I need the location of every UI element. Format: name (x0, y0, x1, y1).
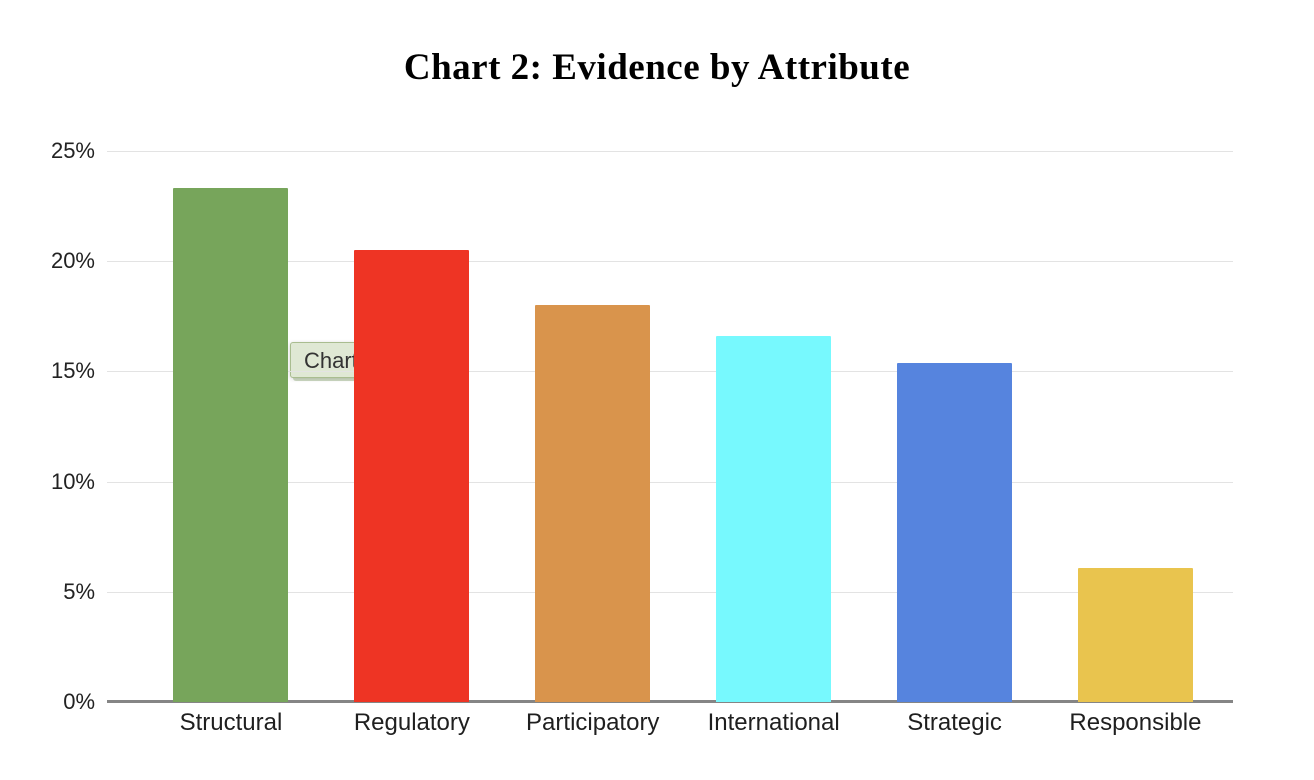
bar-strategic[interactable] (897, 362, 1013, 702)
x-label-responsible: Responsible (1069, 709, 1202, 736)
y-tick-0: 0% (63, 689, 95, 714)
gridline-20pct (107, 261, 1233, 263)
chart-title: Chart 2: Evidence by Attribute (403, 47, 911, 88)
plot-area[interactable]: Chart (107, 151, 1233, 703)
y-tick-15: 15% (50, 358, 95, 384)
gridline-15pct (107, 371, 1233, 373)
y-tick-20: 20% (50, 248, 95, 274)
bar-structural[interactable] (173, 188, 289, 702)
chart-hover-tooltip-label: Chart (304, 348, 358, 373)
x-label-participatory: Participatory (526, 709, 660, 736)
y-tick-25: 25% (50, 138, 95, 163)
bar-participatory[interactable] (535, 305, 651, 702)
bar-regulatory[interactable] (354, 250, 470, 702)
x-label-strategic: Strategic (907, 709, 1002, 736)
x-label-regulatory: Regulatory (353, 709, 470, 736)
y-tick-10: 10% (50, 468, 95, 494)
x-label-structural: Structural (179, 709, 283, 736)
bar-responsible[interactable] (1077, 567, 1193, 702)
gridline-10pct (107, 481, 1233, 483)
y-tick-5: 5% (63, 578, 95, 604)
x-label-international: International (707, 709, 840, 736)
gridline-5pct (107, 591, 1233, 593)
bar-international[interactable] (716, 336, 832, 702)
gridline-25pct (107, 151, 1233, 152)
x-axis-line (107, 700, 1233, 703)
